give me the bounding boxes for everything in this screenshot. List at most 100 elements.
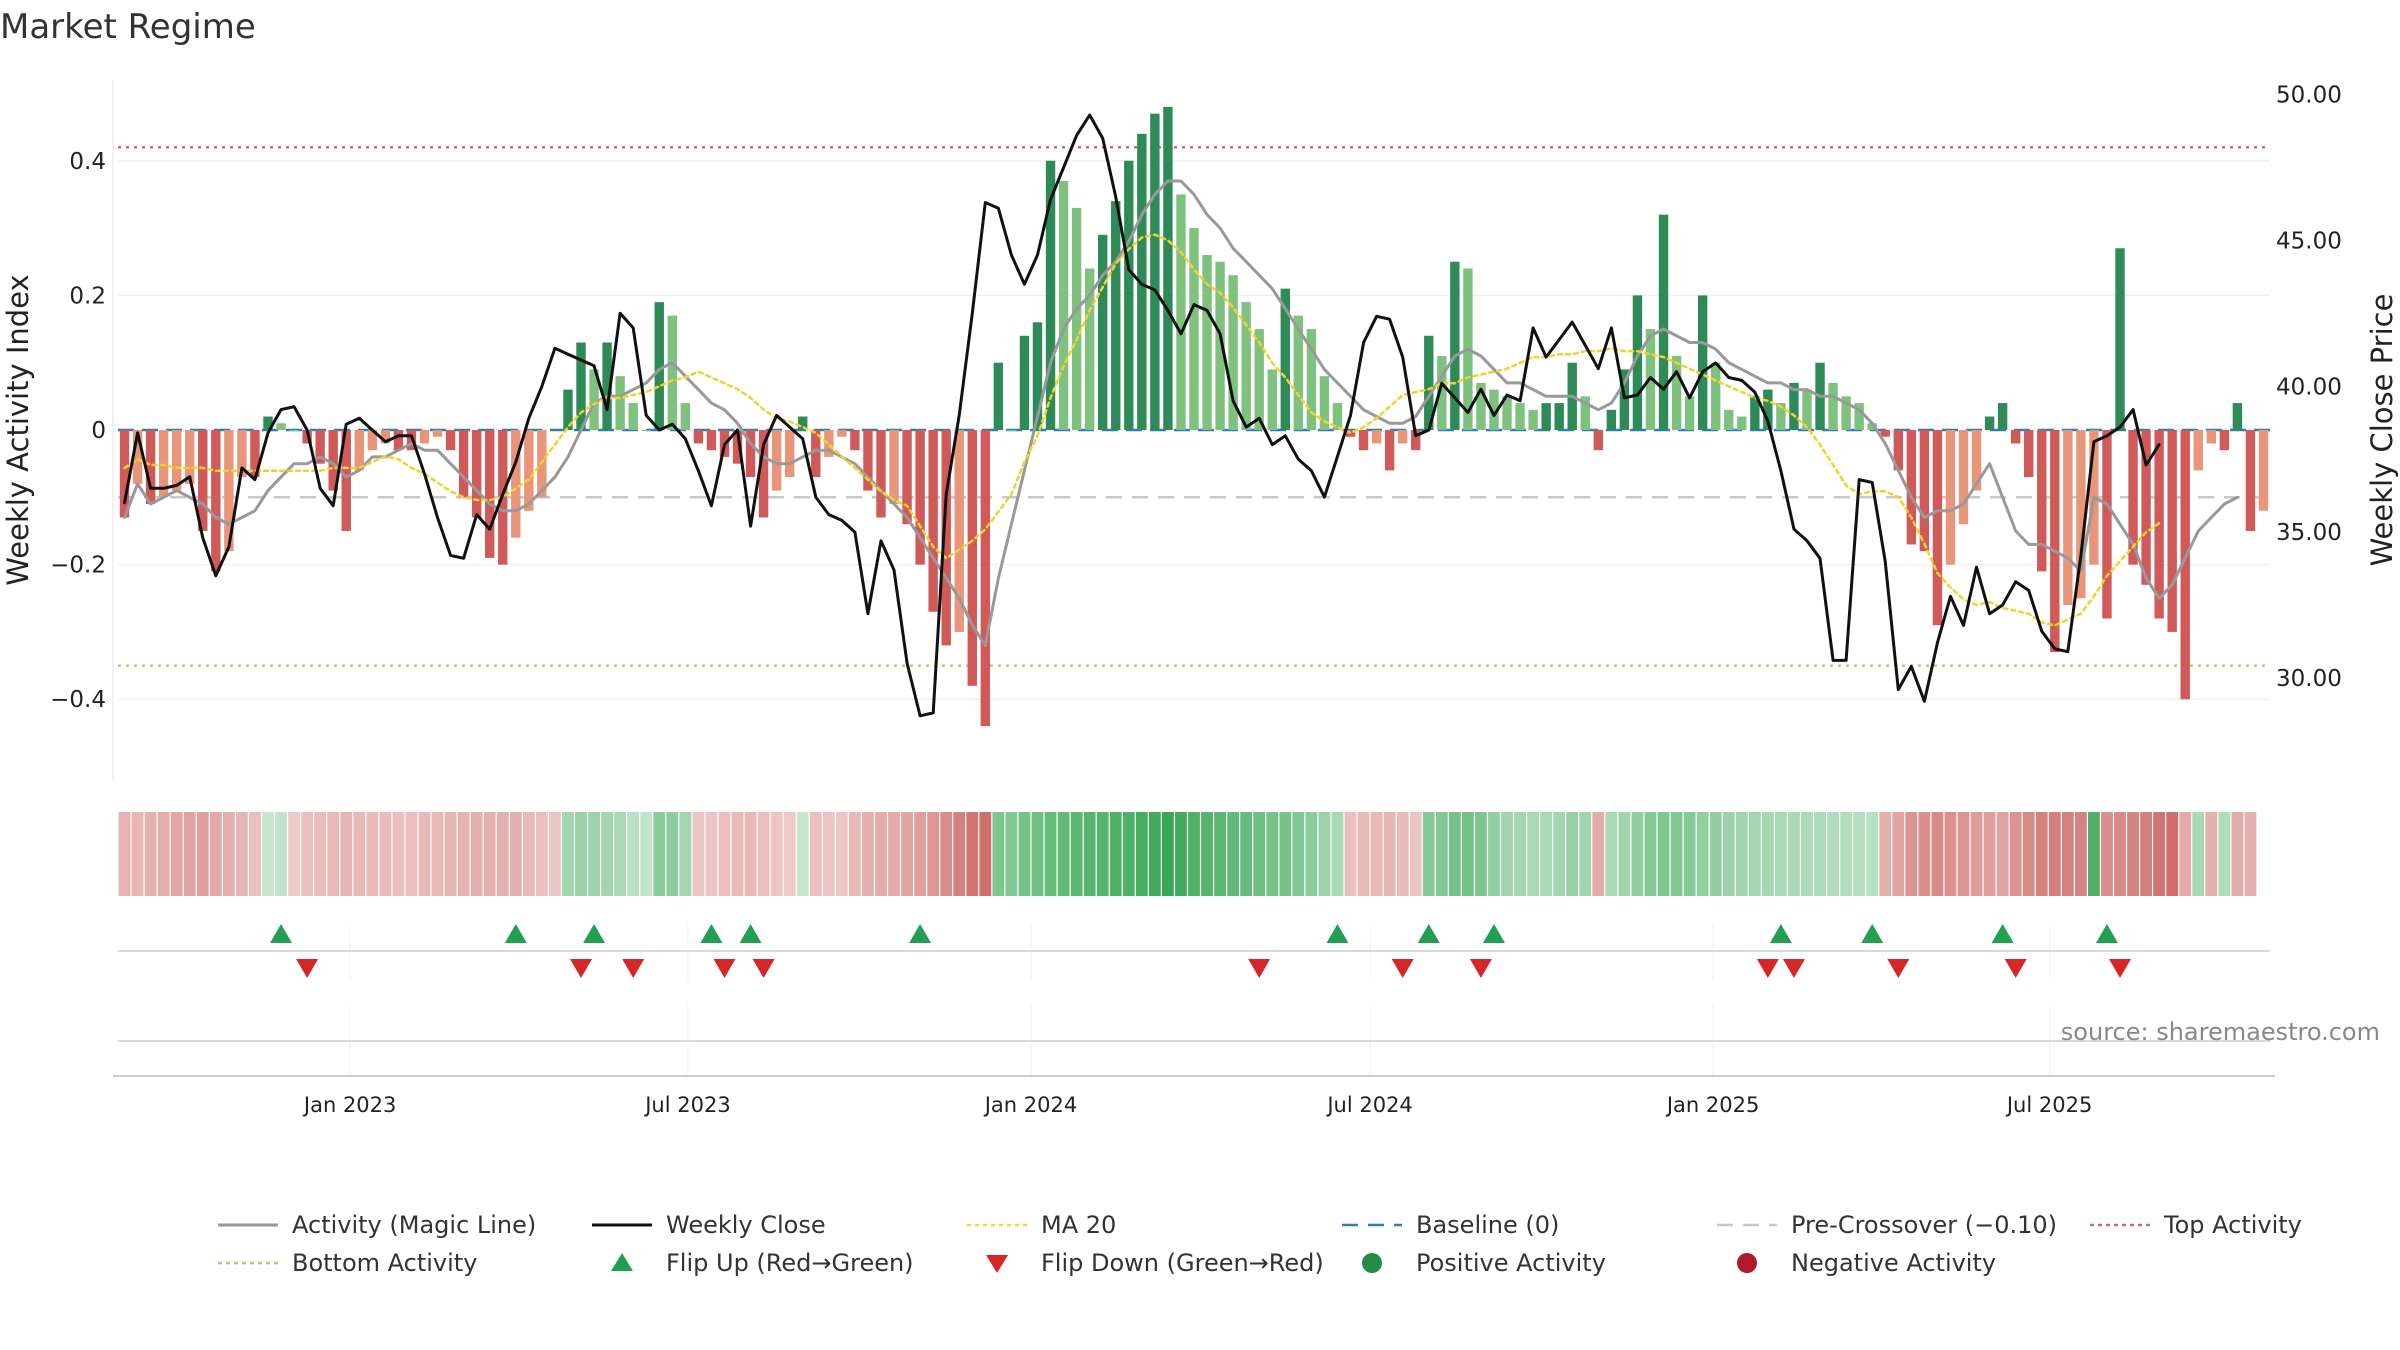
regime-cell bbox=[927, 812, 940, 896]
regime-cell bbox=[2088, 812, 2100, 896]
regime-cell bbox=[940, 812, 953, 896]
activity-bar bbox=[1411, 430, 1421, 451]
regime-cell bbox=[1735, 812, 1748, 896]
activity-bar bbox=[758, 430, 769, 518]
regime-cell bbox=[601, 812, 614, 896]
regime-cell bbox=[418, 812, 431, 896]
flip-up-marker bbox=[700, 924, 723, 943]
activity-bar bbox=[1984, 416, 1995, 430]
regime-cell bbox=[757, 812, 770, 896]
activity-bar bbox=[876, 430, 886, 518]
flip-up-marker bbox=[270, 924, 293, 943]
activity-bar bbox=[680, 403, 691, 430]
legend-label: Pre-Crossover (−0.10) bbox=[1791, 1211, 2057, 1239]
activity-bar bbox=[1684, 396, 1695, 430]
regime-cell bbox=[562, 812, 574, 896]
regime-cell bbox=[1148, 812, 1161, 896]
regime-cell bbox=[2205, 812, 2218, 896]
regime-cell bbox=[1344, 812, 1357, 896]
activity-bar bbox=[211, 430, 221, 572]
regime-cell bbox=[144, 812, 157, 896]
activity-bar bbox=[1528, 409, 1538, 430]
activity-bar bbox=[2076, 430, 2086, 599]
regime-cell bbox=[1566, 812, 1579, 896]
regime-cell bbox=[627, 812, 640, 896]
activity-bar bbox=[198, 430, 208, 531]
activity-bar bbox=[1906, 430, 1917, 545]
activity-bar bbox=[171, 430, 182, 491]
regime-cell bbox=[822, 812, 835, 896]
x-tick-label: Jan 2023 bbox=[302, 1093, 397, 1117]
source-note: source: sharemaestro.com bbox=[2061, 1018, 2380, 1046]
activity-bar bbox=[1580, 396, 1590, 430]
legend-label: Weekly Close bbox=[666, 1211, 826, 1239]
regime-cell bbox=[666, 812, 679, 896]
flip-markers-panel bbox=[118, 924, 2270, 978]
activity-bar bbox=[315, 430, 325, 464]
regime-cell bbox=[483, 812, 496, 896]
legend-label: Positive Activity bbox=[1416, 1249, 1606, 1277]
flip-down-marker bbox=[1782, 959, 1805, 978]
regime-cell bbox=[353, 812, 366, 896]
x-tick-label: Jan 2025 bbox=[1665, 1093, 1760, 1117]
flip-down-marker bbox=[1756, 959, 1779, 978]
regime-cell bbox=[1096, 812, 1109, 896]
legend-label: Top Activity bbox=[2163, 1211, 2302, 1239]
x-tick-label: Jul 2025 bbox=[2005, 1093, 2092, 1117]
activity-bar bbox=[928, 430, 938, 612]
activity-bar bbox=[2024, 430, 2034, 478]
regime-cell bbox=[1475, 812, 1487, 896]
regime-cell bbox=[1696, 812, 1709, 896]
activity-bar bbox=[393, 430, 404, 451]
flip-up-marker bbox=[1482, 924, 1505, 943]
activity-bar bbox=[1763, 389, 1773, 430]
regime-cell bbox=[131, 812, 144, 896]
legend-item: Baseline (0) bbox=[1342, 1211, 1559, 1239]
activity-bar bbox=[145, 430, 156, 505]
regime-cell bbox=[1396, 812, 1409, 896]
regime-cell bbox=[901, 812, 913, 896]
activity-bar bbox=[667, 315, 677, 430]
regime-cell bbox=[1905, 812, 1918, 896]
activity-bar bbox=[1098, 234, 1108, 430]
regime-cell bbox=[249, 812, 261, 896]
activity-bar bbox=[1450, 261, 1460, 430]
regime-cell bbox=[2153, 812, 2166, 896]
activity-bar bbox=[1332, 403, 1343, 430]
regime-cell bbox=[535, 812, 548, 896]
regime-cell bbox=[1122, 812, 1135, 896]
activity-bar bbox=[1280, 288, 1290, 430]
activity-bar bbox=[132, 430, 143, 484]
activity-bar bbox=[1593, 430, 1604, 451]
regime-cell bbox=[1722, 812, 1735, 896]
flip-up-marker bbox=[2095, 924, 2118, 943]
activity-bar bbox=[1841, 396, 1851, 430]
activity-bar bbox=[628, 403, 638, 430]
y-tick-label: 0.4 bbox=[69, 149, 106, 175]
activity-bar bbox=[1137, 133, 1147, 430]
flip-up-marker bbox=[739, 924, 762, 943]
regime-cell bbox=[1488, 812, 1500, 896]
regime-cell bbox=[1292, 812, 1305, 896]
regime-cell bbox=[2048, 812, 2061, 896]
activity-bar bbox=[2050, 430, 2060, 653]
regime-cell bbox=[1957, 812, 1970, 896]
regime-cell bbox=[1005, 812, 1018, 896]
regime-cell bbox=[2218, 812, 2231, 896]
flip-down-marker bbox=[1887, 959, 1910, 978]
regime-cell bbox=[470, 812, 483, 896]
regime-cell bbox=[705, 812, 718, 896]
regime-cell bbox=[862, 812, 874, 896]
activity-bar bbox=[524, 430, 534, 511]
activity-bar bbox=[1997, 403, 2008, 430]
regime-cell bbox=[2061, 812, 2074, 896]
legend-item: Top Activity bbox=[2090, 1211, 2302, 1239]
legend-label: Baseline (0) bbox=[1416, 1211, 1559, 1239]
regime-cell bbox=[718, 812, 731, 896]
activity-bar bbox=[563, 389, 573, 430]
activity-bar bbox=[1515, 403, 1525, 430]
activity-bar bbox=[1293, 315, 1304, 430]
y-tick-label: 0.2 bbox=[69, 283, 106, 309]
regime-cell bbox=[392, 812, 405, 896]
